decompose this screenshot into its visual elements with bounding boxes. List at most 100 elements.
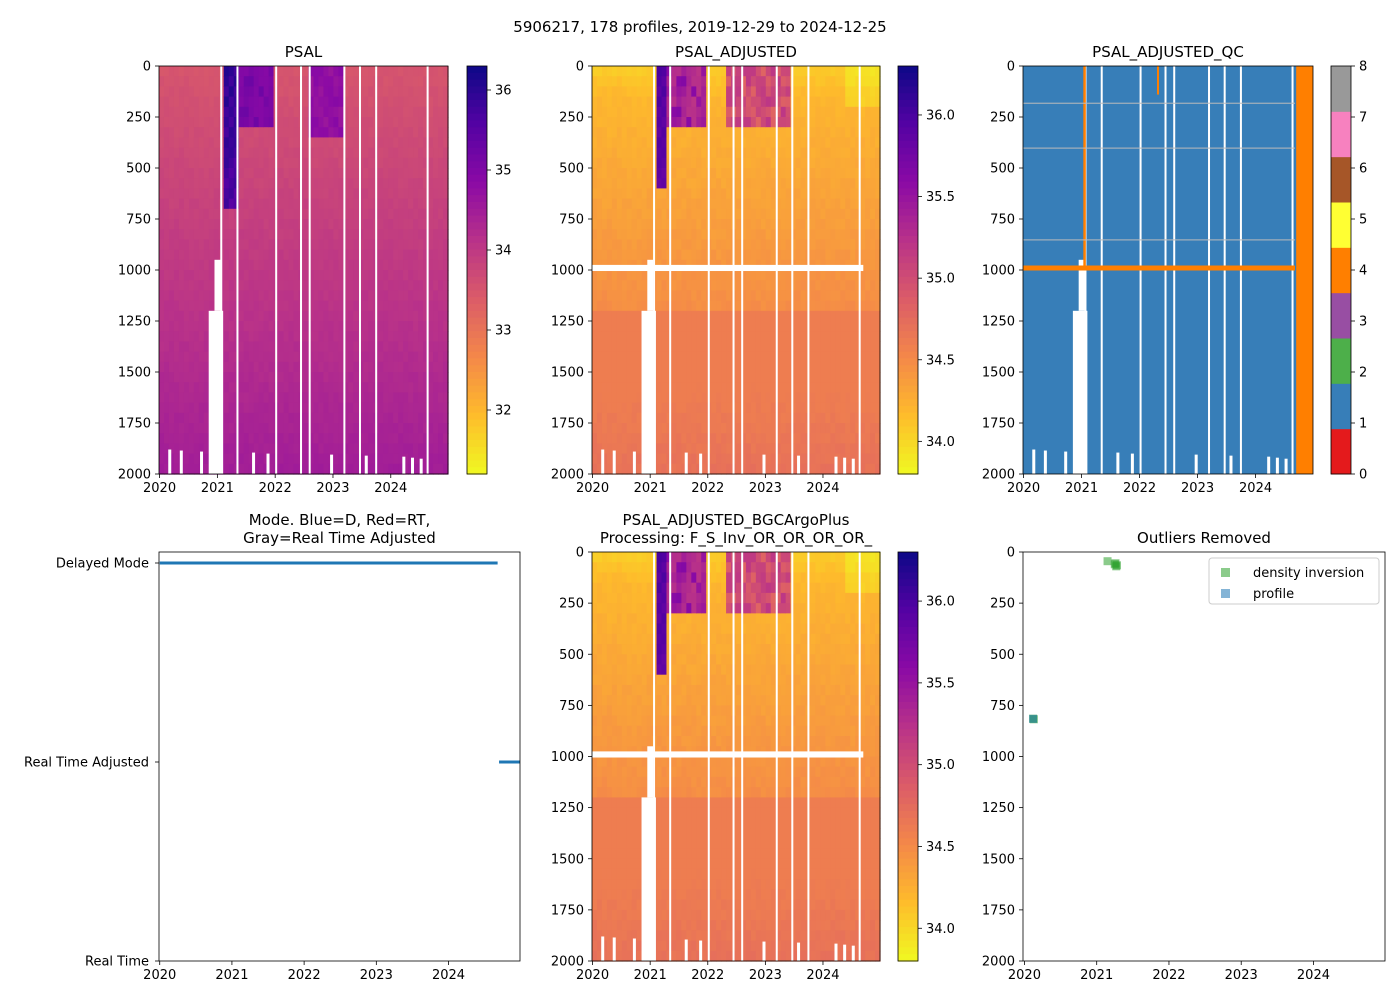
heatmap-cell [323,412,330,424]
heatmap-cell [701,392,707,404]
heatmap-cell [243,76,250,87]
heatmap-cell [601,392,608,404]
heatmap-cell [198,259,205,271]
heatmap-cell [433,188,439,200]
heatmap-cell [745,147,752,159]
heatmap-cell [358,423,364,434]
heatmap-cell [183,372,190,383]
heatmap-cell [358,229,364,240]
heatmap-cell [701,402,707,414]
heatmap-cell [253,157,260,169]
heatmap-cell [636,453,643,465]
heatmap-cell [681,453,687,465]
heatmap-cell [820,392,826,404]
heatmap-cell [601,423,608,434]
heatmap-cell [745,280,752,291]
heatmap-cell [393,463,399,475]
heatmap-cell [721,412,727,424]
heatmap-cell [418,392,424,404]
heatmap-cell [795,76,802,87]
heatmap-cell [755,351,762,363]
heatmap-cell [750,219,757,230]
heatmap-cell [443,351,449,363]
heatmap-cell [686,412,692,424]
heatmap-cell [671,219,678,230]
heatmap-cell [263,341,270,353]
heatmap-cell [671,402,678,414]
heatmap-cell [278,106,285,118]
heatmap-cell [283,117,290,128]
colorbar-tick-label: 32 [495,404,512,419]
heatmap-cell [358,382,364,393]
heatmap-cell [840,433,846,444]
heatmap-cell [428,310,434,322]
heatmap-cell [223,198,230,210]
heatmap-cell [398,402,404,414]
heatmap-cell [338,239,344,251]
colorbar-segment [898,249,918,257]
heatmap-cell [830,270,836,281]
heatmap-cell [790,270,797,281]
heatmap-cell [626,106,633,118]
heatmap-cell [820,168,826,179]
heatmap-cell [785,372,792,383]
heatmap-cell [378,341,384,353]
heatmap-cell [875,239,881,251]
heatmap-cell [770,331,777,342]
heatmap-cell [208,117,215,128]
heatmap-cell [870,443,876,455]
heatmap-cell [213,178,220,189]
y-tick-label: 1000 [982,264,1015,279]
heatmap-cell [398,168,404,179]
heatmap-cell [253,229,260,240]
heatmap-cell [592,86,598,98]
heatmap-cell [343,239,349,251]
heatmap-cell [303,157,310,169]
heatmap-cell [438,178,444,189]
heatmap-cell [800,178,807,189]
heatmap-cell [383,198,389,210]
heatmap-cell [408,453,414,465]
y-tick-label: 1500 [118,366,151,381]
heatmap-cell [198,147,205,159]
heatmap-cell [875,412,881,424]
heatmap-cell [418,321,424,332]
heatmap-cell [855,229,861,240]
heatmap-cell [443,198,449,210]
heatmap-cell [338,106,344,118]
heatmap-cell [348,127,354,138]
heatmap-cell [408,208,414,220]
heatmap-cell [243,168,250,179]
heatmap-cell [213,137,220,149]
heatmap-cell [348,157,354,169]
heatmap-cell [318,443,325,455]
heatmap-cell [592,290,598,302]
heatmap-cell [745,76,752,87]
heatmap-cell [348,229,354,240]
heatmap-cell [755,300,762,312]
heatmap-cell [800,290,807,302]
heatmap-cell [303,229,310,240]
heatmap-cell [701,280,707,291]
heatmap-cell [203,249,210,261]
heatmap-cell [616,219,623,230]
heatmap-cell [323,361,330,373]
heatmap-cell [163,127,170,138]
heatmap-cell [800,96,807,108]
heatmap-cell [611,117,618,128]
heatmap-cell [303,188,310,200]
heatmap-cell [631,178,638,189]
heatmap-cell [163,270,170,281]
heatmap-cell [800,453,807,465]
heatmap-cell [830,453,836,465]
heatmap-cell [263,423,270,434]
heatmap-cell [268,117,275,128]
heatmap-cell [770,178,777,189]
heatmap-cell [343,76,349,87]
heatmap-cell [745,382,752,393]
heatmap-cell [716,310,722,322]
heatmap-cell [333,106,339,118]
heatmap-cell [726,198,732,210]
heatmap-cell [388,219,394,230]
heatmap-cell [378,280,384,291]
